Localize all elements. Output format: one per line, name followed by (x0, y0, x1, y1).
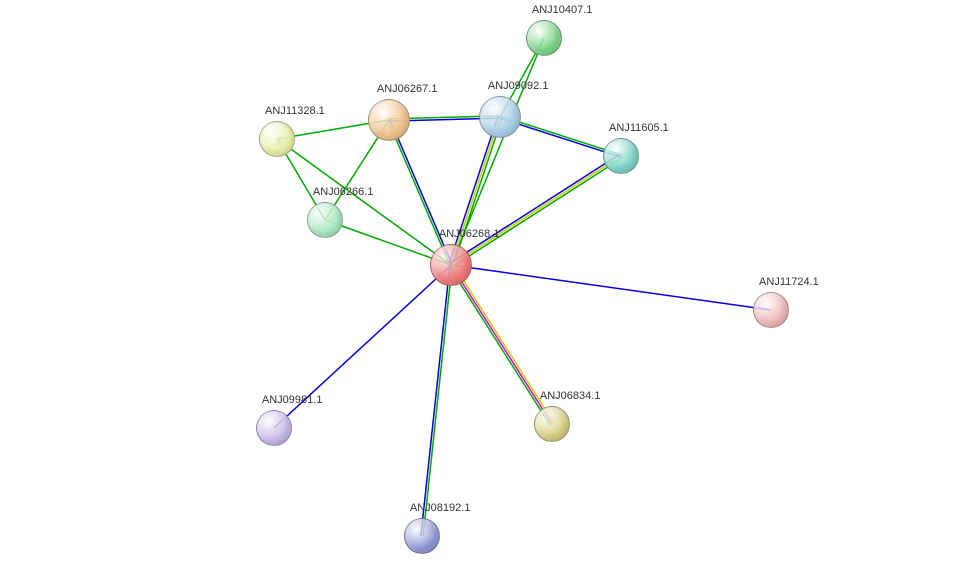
node-circle[interactable] (259, 121, 295, 157)
node-circle[interactable] (603, 138, 639, 174)
node-circle[interactable] (753, 292, 789, 328)
graph-node[interactable]: ANJ06267.1 (368, 99, 410, 141)
graph-edge (453, 264, 554, 423)
graph-node[interactable]: ANJ11605.1 (603, 138, 639, 174)
graph-edge (450, 154, 620, 263)
graph-edge (449, 116, 498, 264)
graph-edge (451, 117, 500, 265)
node-label: ANJ10407.1 (532, 4, 593, 16)
graph-node[interactable]: ANJ09092.1 (479, 96, 521, 138)
node-circle[interactable] (526, 20, 562, 56)
node-label: ANJ11605.1 (609, 122, 669, 134)
network-graph: ANJ06268.1 ANJ10407.1 ANJ09092.1 ANJ06267.1… (0, 0, 976, 585)
graph-edge (390, 120, 452, 265)
node-circle[interactable] (479, 96, 521, 138)
graph-node[interactable]: ANJ06268.1 (430, 244, 472, 286)
graph-edge (451, 265, 771, 310)
node-label: ANJ06267.1 (377, 83, 438, 95)
graph-edge (451, 265, 552, 424)
graph-edge (451, 156, 621, 265)
graph-edge (277, 139, 451, 265)
node-label: ANJ09092.1 (488, 80, 549, 92)
node-circle[interactable] (368, 99, 410, 141)
graph-node[interactable]: ANJ06834.1 (534, 406, 570, 442)
node-label: ANJ08192.1 (410, 502, 471, 514)
graph-edge (423, 265, 452, 536)
node-label: ANJ11724.1 (759, 276, 819, 288)
graph-edge (449, 266, 550, 425)
node-label: ANJ06834.1 (540, 390, 601, 402)
graph-edge (452, 158, 622, 267)
graph-edge (421, 265, 450, 536)
node-circle[interactable] (307, 202, 343, 238)
node-label: ANJ06266.1 (313, 186, 374, 198)
node-label: ANJ09981.1 (262, 394, 323, 406)
node-circle[interactable] (404, 518, 440, 554)
graph-node[interactable]: ANJ11328.1 (259, 121, 295, 157)
graph-node[interactable]: ANJ09981.1 (256, 410, 292, 446)
graph-node[interactable]: ANJ11724.1 (753, 292, 789, 328)
node-label: ANJ06268.1 (439, 228, 500, 240)
node-label: ANJ11328.1 (265, 105, 325, 117)
graph-node[interactable]: ANJ08192.1 (404, 518, 440, 554)
node-circle[interactable] (534, 406, 570, 442)
node-circle[interactable] (256, 410, 292, 446)
node-circle[interactable] (430, 244, 472, 286)
graph-node[interactable]: ANJ06266.1 (307, 202, 343, 238)
graph-node[interactable]: ANJ10407.1 (526, 20, 562, 56)
